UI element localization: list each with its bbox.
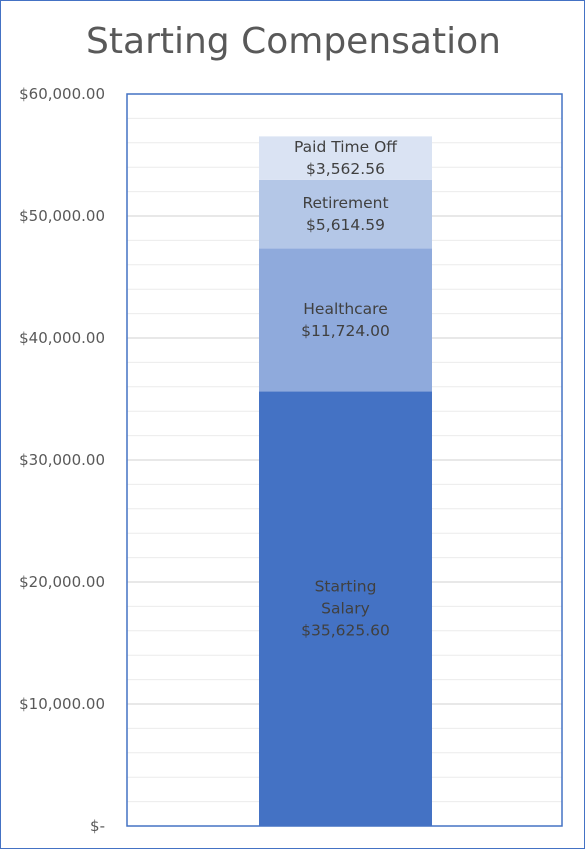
data-label: Retirement <box>302 194 388 212</box>
data-label: $11,724.00 <box>301 322 390 340</box>
data-label: Salary <box>321 600 370 618</box>
data-label: $3,562.56 <box>306 160 385 178</box>
data-label: Paid Time Off <box>294 138 397 156</box>
plot-area-border <box>126 93 563 827</box>
data-label: $35,625.60 <box>301 622 390 640</box>
y-tick-label: $- <box>90 817 105 835</box>
y-tick-label: $60,000.00 <box>19 85 105 103</box>
bar-segment <box>259 179 432 249</box>
y-tick-label: $30,000.00 <box>19 451 105 469</box>
y-tick-label: $20,000.00 <box>19 573 105 591</box>
chart-title: Starting Compensation <box>86 21 501 62</box>
data-label: Starting <box>315 578 377 596</box>
y-tick-label: $10,000.00 <box>19 695 105 713</box>
y-tick-label: $50,000.00 <box>19 207 105 225</box>
bar-segment <box>259 136 432 180</box>
data-label: Healthcare <box>303 300 388 318</box>
bar-segment <box>259 248 432 392</box>
data-label: $5,614.59 <box>306 216 385 234</box>
bar-segment <box>259 391 432 826</box>
y-tick-label: $40,000.00 <box>19 329 105 347</box>
